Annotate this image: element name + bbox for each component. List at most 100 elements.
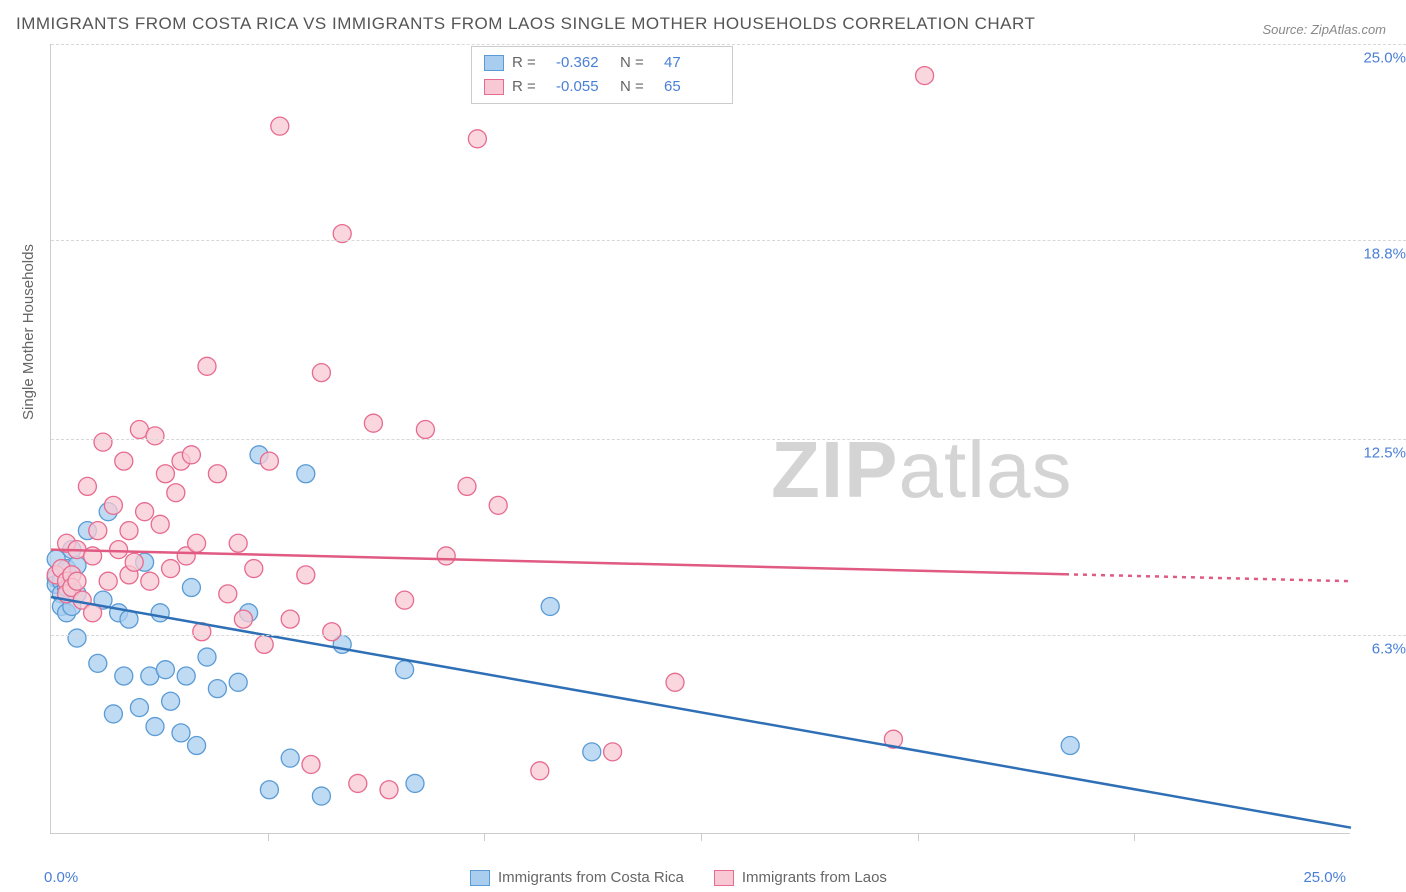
data-point [68,629,86,647]
x-axis-minor-tick [268,833,269,841]
data-point [312,364,330,382]
x-axis-tick-end: 25.0% [1303,869,1346,886]
data-point [104,705,122,723]
gridline [51,439,1406,440]
legend-item-series-b: Immigrants from Laos [714,869,887,886]
data-point [302,755,320,773]
data-point [136,503,154,521]
legend-label-series-b: Immigrants from Laos [742,869,887,886]
x-axis-minor-tick [484,833,485,841]
data-point [468,130,486,148]
data-point [162,692,180,710]
data-point [297,465,315,483]
data-point [666,673,684,691]
trend-line [51,550,1065,575]
data-point [416,421,434,439]
y-axis-tick: 18.8% [1356,245,1406,262]
data-point [167,484,185,502]
data-point [115,452,133,470]
y-axis-label: Single Mother Households [20,244,37,420]
data-point [89,654,107,672]
data-point [182,579,200,597]
data-point [125,553,143,571]
data-point [208,680,226,698]
x-axis-minor-tick [1134,833,1135,841]
data-point [583,743,601,761]
swatch-series-a [470,870,490,886]
data-point [396,661,414,679]
data-point [188,534,206,552]
data-point [177,667,195,685]
data-point [234,610,252,628]
data-point [437,547,455,565]
data-point [198,648,216,666]
data-point [297,566,315,584]
data-point [312,787,330,805]
data-point [182,446,200,464]
gridline [51,240,1406,241]
data-point [364,414,382,432]
chart-plot-area: ZIPatlas R = -0.362 N = 47 R = -0.055 N … [50,44,1350,834]
data-point [89,522,107,540]
data-point [146,427,164,445]
data-point [94,433,112,451]
y-axis-tick: 6.3% [1356,640,1406,657]
gridline [51,44,1406,45]
data-point [245,560,263,578]
data-point [916,67,934,85]
data-point [146,718,164,736]
data-point [1061,737,1079,755]
data-point [271,117,289,135]
x-axis-minor-tick [701,833,702,841]
data-point [104,496,122,514]
data-point [349,774,367,792]
data-point [151,515,169,533]
trend-line [51,597,1351,828]
data-point [396,591,414,609]
x-axis-minor-tick [918,833,919,841]
data-point [78,477,96,495]
data-point [458,477,476,495]
data-point [162,560,180,578]
data-point [281,610,299,628]
data-point [281,749,299,767]
swatch-series-b [714,870,734,886]
trend-line-extrapolated [1065,574,1351,581]
chart-title: IMMIGRANTS FROM COSTA RICA VS IMMIGRANTS… [16,14,1035,34]
data-point [406,774,424,792]
data-point [68,572,86,590]
data-point [110,541,128,559]
data-point [208,465,226,483]
data-point [260,781,278,799]
x-axis-tick-start: 0.0% [44,869,78,886]
data-point [380,781,398,799]
data-point [255,635,273,653]
data-point [198,357,216,375]
legend-label-series-a: Immigrants from Costa Rica [498,869,684,886]
data-point [156,661,174,679]
data-point [229,534,247,552]
data-point [141,572,159,590]
data-point [531,762,549,780]
data-point [229,673,247,691]
data-point [115,667,133,685]
y-axis-tick: 25.0% [1356,50,1406,67]
data-point [172,724,190,742]
data-point [541,597,559,615]
y-axis-tick: 12.5% [1356,445,1406,462]
gridline [51,635,1406,636]
data-point [260,452,278,470]
data-point [120,522,138,540]
data-point [99,572,117,590]
data-point [323,623,341,641]
data-point [604,743,622,761]
data-point [156,465,174,483]
series-legend: Immigrants from Costa Rica Immigrants fr… [470,869,887,886]
source-label: Source: ZipAtlas.com [1262,22,1386,37]
data-point [130,699,148,717]
legend-item-series-a: Immigrants from Costa Rica [470,869,684,886]
data-point [489,496,507,514]
data-point [188,737,206,755]
data-point [219,585,237,603]
data-point [151,604,169,622]
